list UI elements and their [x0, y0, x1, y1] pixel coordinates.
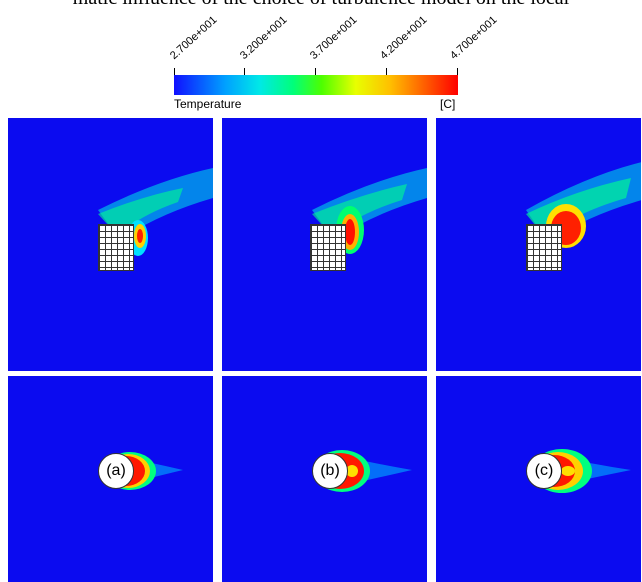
temperature-plume	[526, 162, 641, 248]
legend-tick-2: 3.200e+001	[237, 13, 290, 62]
legend-tickmark	[244, 68, 245, 75]
colorbar	[174, 75, 458, 95]
contour-panel-top-a	[8, 118, 213, 371]
figure-caption: matic influence of the choice of turbule…	[0, 0, 642, 10]
mesh-block	[526, 224, 562, 271]
case-label-c: (c)	[526, 453, 562, 489]
legend-tickmark	[457, 68, 458, 75]
legend-tick-4: 4.200e+001	[377, 13, 430, 62]
legend-tickmark	[174, 68, 175, 75]
contour-panel-top-c	[436, 118, 641, 371]
mesh-block	[310, 224, 346, 271]
legend-label: Temperature	[174, 97, 242, 111]
legend-tick-3: 3.700e+001	[307, 13, 360, 62]
legend-tickmark	[386, 68, 387, 75]
case-label-b: (b)	[312, 453, 348, 489]
temperature-legend: 2.700e+001 3.200e+001 3.700e+001 4.200e+…	[168, 14, 515, 114]
contour-panel-bottom-b: (b)	[222, 376, 427, 582]
case-label-a: (a)	[98, 453, 134, 489]
legend-unit: [C]	[440, 97, 456, 111]
contour-panel-bottom-c: (c)	[436, 376, 641, 582]
contour-panel-top-b	[222, 118, 427, 371]
legend-tickmark	[315, 68, 316, 75]
contour-panel-bottom-a: (a)	[8, 376, 213, 582]
legend-tick-5: 4.700e+001	[447, 13, 500, 62]
mesh-block	[98, 224, 134, 271]
legend-tick-1: 2.700e+001	[167, 13, 220, 62]
